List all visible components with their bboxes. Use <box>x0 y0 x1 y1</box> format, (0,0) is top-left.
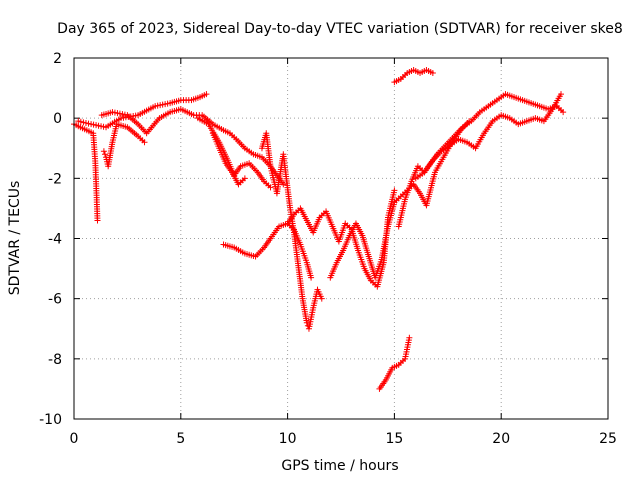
data-point <box>241 175 248 182</box>
series-arc-14 <box>376 334 413 392</box>
series-arc-7 <box>220 220 315 281</box>
data-point <box>82 119 89 126</box>
series-arc-3 <box>98 106 287 188</box>
series-arc-12 <box>412 91 565 182</box>
grid <box>74 58 608 419</box>
series-arc-1 <box>71 121 101 224</box>
data-point <box>560 109 567 116</box>
data-point <box>141 139 148 146</box>
x-tick-label: 10 <box>279 431 297 447</box>
data-point <box>308 274 315 281</box>
data-point <box>406 334 413 341</box>
series-arc-6 <box>209 130 248 188</box>
data-point <box>94 217 101 224</box>
data-point <box>77 118 84 125</box>
x-tick-label: 20 <box>492 431 510 447</box>
y-tick-label: -4 <box>48 232 62 248</box>
data-point <box>80 119 87 126</box>
y-tick-label: -2 <box>48 171 62 187</box>
data-point <box>100 148 107 155</box>
plot-frame <box>73 57 609 420</box>
data-point <box>429 70 436 77</box>
y-tick-label: 0 <box>53 111 62 127</box>
series-arc-8 <box>258 130 325 332</box>
y-tick-label: -10 <box>39 412 62 428</box>
y-tick-label: -6 <box>48 292 62 308</box>
x-tick-label: 25 <box>599 431 617 447</box>
y-axis-ticks: -10 -8 -6 -4 -2 0 2 <box>39 51 608 428</box>
x-axis-title: GPS time / hours <box>281 458 398 474</box>
series-arc-4 <box>100 121 148 170</box>
data-point <box>75 118 82 125</box>
x-axis-ticks: 0 5 10 15 20 25 <box>70 58 617 447</box>
x-tick-label: 0 <box>70 431 79 447</box>
x-tick-label: 5 <box>176 431 185 447</box>
data-point <box>203 91 210 98</box>
data-point <box>101 151 108 158</box>
data-point <box>267 184 274 191</box>
y-tick-label: 2 <box>53 51 62 67</box>
data-point <box>391 187 398 194</box>
data-series-group <box>71 67 567 392</box>
data-point <box>318 295 325 302</box>
data-point <box>303 319 310 326</box>
chart-title: Day 365 of 2023, Sidereal Day-to-day VTE… <box>57 21 623 37</box>
y-axis-title: SDTVAR / TECUs <box>7 181 23 296</box>
data-point <box>85 120 92 127</box>
series-arc-13 <box>391 67 436 86</box>
series-arc-2 <box>75 91 210 131</box>
y-tick-label: -8 <box>48 352 62 368</box>
series-arc-11 <box>395 91 567 230</box>
data-point <box>558 91 565 98</box>
x-tick-label: 15 <box>385 431 403 447</box>
